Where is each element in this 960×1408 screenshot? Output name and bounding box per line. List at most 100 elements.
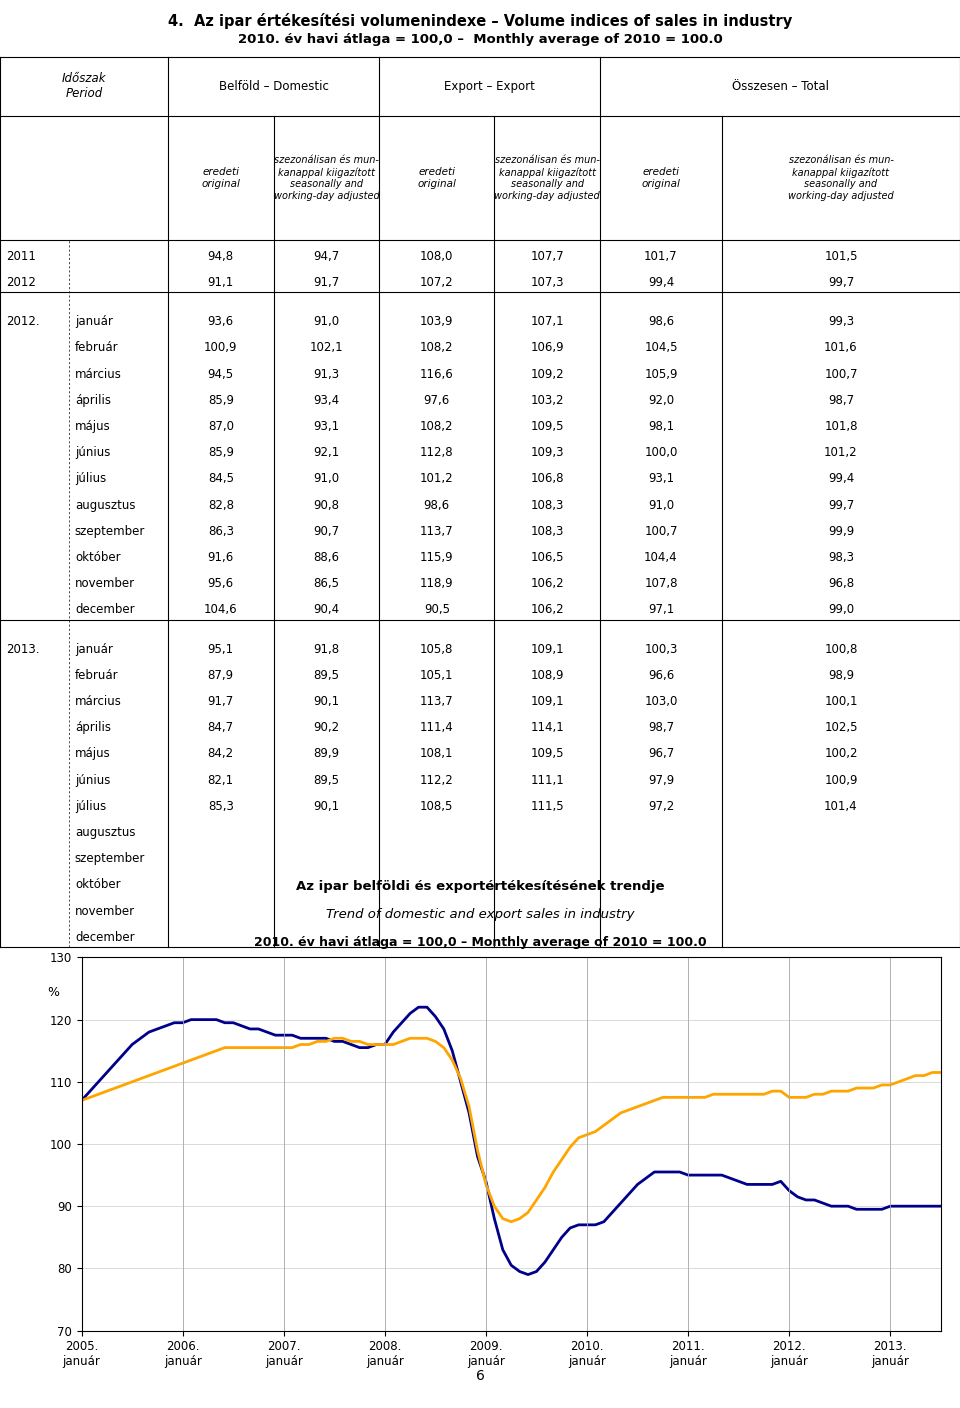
Text: 115,9: 115,9 (420, 551, 454, 565)
Text: július: július (75, 800, 107, 812)
Text: 107,3: 107,3 (531, 276, 564, 289)
Text: 106,8: 106,8 (531, 473, 564, 486)
Text: 107,8: 107,8 (644, 577, 678, 590)
Text: Export – Export: Export – Export (444, 80, 535, 93)
Text: november: november (75, 577, 135, 590)
Text: 101,5: 101,5 (825, 249, 857, 263)
Text: 93,4: 93,4 (313, 394, 340, 407)
Text: 100,1: 100,1 (825, 696, 857, 708)
Text: 95,1: 95,1 (207, 642, 234, 656)
Text: 107,1: 107,1 (530, 315, 564, 328)
Text: 99,7: 99,7 (828, 498, 854, 511)
Text: 100,3: 100,3 (644, 642, 678, 656)
Text: szezonálisan és mun-
kanappal kiigazított
seasonally and
working-day adjusted: szezonálisan és mun- kanappal kiigazítot… (494, 155, 600, 201)
Text: augusztus: augusztus (75, 826, 135, 839)
Text: 94,7: 94,7 (313, 249, 340, 263)
Text: 99,4: 99,4 (648, 276, 674, 289)
Text: július: július (75, 473, 107, 486)
Text: május: május (75, 748, 110, 760)
Text: 108,0: 108,0 (420, 249, 453, 263)
Text: szezonálisan és mun-
kanappal kiigazított
seasonally and
working-day adjusted: szezonálisan és mun- kanappal kiigazítot… (788, 155, 894, 201)
Text: 106,5: 106,5 (531, 551, 564, 565)
Text: 111,1: 111,1 (530, 773, 564, 787)
Text: 98,3: 98,3 (828, 551, 854, 565)
Text: 104,4: 104,4 (644, 551, 678, 565)
Text: 101,7: 101,7 (644, 249, 678, 263)
Text: 113,7: 113,7 (420, 696, 454, 708)
Text: 90,2: 90,2 (313, 721, 340, 734)
Text: 84,5: 84,5 (207, 473, 234, 486)
Text: 88,6: 88,6 (313, 551, 340, 565)
Text: 101,2: 101,2 (420, 473, 454, 486)
Text: 101,4: 101,4 (824, 800, 858, 812)
Text: Időszak
Period: Időszak Period (61, 72, 107, 100)
Text: 109,5: 109,5 (531, 420, 564, 434)
Text: 101,8: 101,8 (825, 420, 857, 434)
Text: 98,7: 98,7 (828, 394, 854, 407)
Text: 106,2: 106,2 (530, 604, 564, 617)
Text: eredeti
original: eredeti original (202, 168, 240, 189)
Text: 100,9: 100,9 (204, 342, 237, 355)
Text: 98,7: 98,7 (648, 721, 674, 734)
Text: 99,3: 99,3 (828, 315, 854, 328)
Text: 111,4: 111,4 (420, 721, 454, 734)
Text: 100,0: 100,0 (644, 446, 678, 459)
Text: szeptember: szeptember (75, 852, 145, 865)
Text: 109,3: 109,3 (531, 446, 564, 459)
Text: 108,3: 108,3 (531, 525, 564, 538)
Text: 2012.: 2012. (6, 315, 39, 328)
Text: Trend of domestic and export sales in industry: Trend of domestic and export sales in in… (325, 908, 635, 921)
Text: 108,5: 108,5 (420, 800, 453, 812)
Text: 108,3: 108,3 (531, 498, 564, 511)
Text: 116,6: 116,6 (420, 367, 454, 380)
Text: 84,7: 84,7 (207, 721, 234, 734)
Text: március: március (75, 696, 122, 708)
Text: 87,9: 87,9 (207, 669, 234, 681)
Text: december: december (75, 604, 134, 617)
Text: 92,1: 92,1 (313, 446, 340, 459)
Text: szeptember: szeptember (75, 525, 145, 538)
Text: 109,1: 109,1 (530, 642, 564, 656)
Text: 118,9: 118,9 (420, 577, 454, 590)
Text: 90,4: 90,4 (313, 604, 340, 617)
Text: 2011: 2011 (6, 249, 36, 263)
Text: 93,1: 93,1 (313, 420, 340, 434)
Text: augusztus: augusztus (75, 498, 135, 511)
Text: június: június (75, 446, 110, 459)
Text: 97,6: 97,6 (423, 394, 450, 407)
Text: 96,6: 96,6 (648, 669, 674, 681)
Text: 2013.: 2013. (6, 642, 39, 656)
Text: 112,8: 112,8 (420, 446, 454, 459)
Text: 94,5: 94,5 (207, 367, 234, 380)
Text: január: január (75, 642, 112, 656)
Text: 2010. év havi átlaga = 100,0 –  Monthly average of 2010 = 100.0: 2010. év havi átlaga = 100,0 – Monthly a… (238, 34, 722, 46)
Text: 97,2: 97,2 (648, 800, 674, 812)
Text: 107,2: 107,2 (420, 276, 454, 289)
Text: február: február (75, 342, 118, 355)
Text: 105,1: 105,1 (420, 669, 453, 681)
Text: 98,9: 98,9 (828, 669, 854, 681)
Text: Az ipar belföldi és exportértékesítésének trendje: Az ipar belföldi és exportértékesítéséne… (296, 880, 664, 893)
Text: 99,4: 99,4 (828, 473, 854, 486)
Text: 108,1: 108,1 (420, 748, 453, 760)
Text: 100,8: 100,8 (825, 642, 857, 656)
Text: 85,9: 85,9 (207, 394, 234, 407)
Text: október: október (75, 879, 121, 891)
Text: Összesen – Total: Összesen – Total (732, 80, 828, 93)
Text: április: április (75, 721, 110, 734)
Text: 99,0: 99,0 (828, 604, 854, 617)
Text: 98,1: 98,1 (648, 420, 674, 434)
Text: 109,5: 109,5 (531, 748, 564, 760)
Text: 95,6: 95,6 (207, 577, 234, 590)
Text: 90,1: 90,1 (313, 696, 340, 708)
Text: 91,0: 91,0 (313, 473, 340, 486)
Text: 109,2: 109,2 (530, 367, 564, 380)
Text: 92,0: 92,0 (648, 394, 674, 407)
Text: 105,8: 105,8 (420, 642, 453, 656)
Text: 2012: 2012 (6, 276, 36, 289)
Text: február: február (75, 669, 118, 681)
Text: 113,7: 113,7 (420, 525, 454, 538)
Text: 91,7: 91,7 (207, 696, 234, 708)
Text: 102,1: 102,1 (309, 342, 344, 355)
Text: 4.  Az ipar értékesítési volumenindexe – Volume indices of sales in industry: 4. Az ipar értékesítési volumenindexe – … (168, 13, 792, 30)
